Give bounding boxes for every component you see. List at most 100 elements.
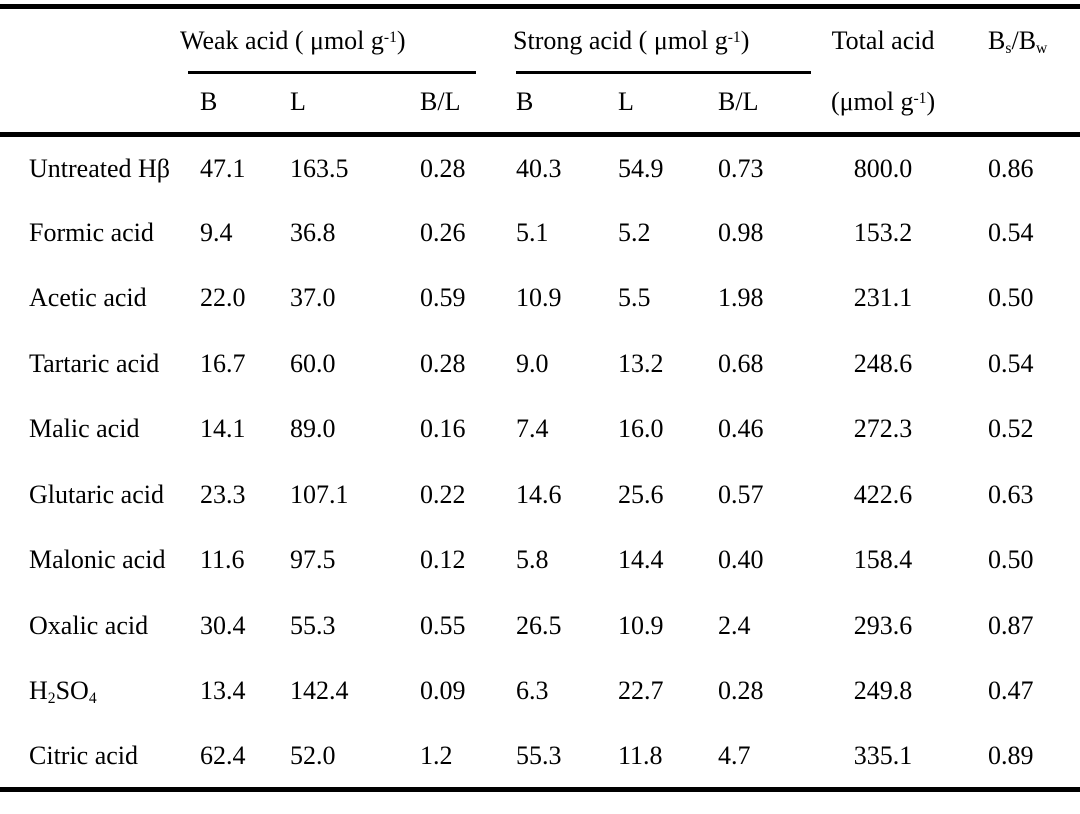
sub-header-row: B L B/L B L B/L (μmol g-1) [0, 72, 1080, 137]
cell-weak-bl: 0.22 [420, 479, 466, 509]
cell-weak-b: 16.7 [200, 348, 246, 378]
cell-weak-l: 97.5 [290, 545, 336, 575]
cell-strong-bl: 2.4 [718, 610, 751, 640]
group-header-row: Weak acid ( μmol g-1) Strong acid ( μmol… [0, 7, 1080, 73]
col-header-bs-bw-ratio: Bs/Bw [960, 7, 1080, 73]
subheader-strong-l: L [618, 72, 719, 137]
cell-total-acid: 248.6 [853, 348, 913, 378]
label-text: H [29, 676, 48, 706]
cell-strong-bl: 0.68 [718, 348, 764, 378]
cell-bs-bw: 0.86 [988, 153, 1034, 183]
cell-bs-bw: 0.87 [988, 610, 1034, 640]
cell-strong-l: 5.2 [618, 217, 651, 247]
cell-weak-bl: 0.28 [420, 153, 466, 183]
table-row-oxalic: Oxalic acid 30.4 55.3 0.55 26.5 10.9 2.4… [0, 593, 1080, 659]
cell-weak-bl: 1.2 [420, 740, 453, 770]
row-label-h2so4: H2SO4 [0, 659, 200, 725]
row-label: Citric acid [29, 740, 139, 770]
cell-strong-l: 14.4 [618, 545, 664, 575]
ratio-slash-b-text: /B [1011, 25, 1037, 55]
cell-weak-b: 30.4 [200, 610, 246, 640]
cell-strong-l: 10.9 [618, 610, 664, 640]
cell-weak-l: 89.0 [290, 414, 336, 444]
ratio-s-subscript: s [1005, 39, 1012, 57]
cell-weak-b: 22.0 [200, 283, 246, 313]
cell-bs-bw: 0.54 [988, 217, 1034, 247]
subheader-weak-l: L [290, 72, 420, 137]
strong-acid-label-close: ) [740, 25, 750, 55]
row-label: Formic acid [29, 217, 154, 247]
table-row-tartaric: Tartaric acid 16.7 60.0 0.28 9.0 13.2 0.… [0, 331, 1080, 397]
subheader-strong-bl: B/L [718, 72, 807, 137]
cell-strong-b: 6.3 [516, 676, 549, 706]
cell-bs-bw: 0.50 [988, 283, 1034, 313]
cell-strong-b: 5.8 [516, 545, 549, 575]
weak-acid-superscript: -1 [383, 28, 397, 46]
cell-bs-bw: 0.50 [988, 545, 1034, 575]
label-text: SO [55, 676, 89, 706]
empty-ratio-subheader-cell [960, 72, 1080, 137]
cell-strong-b: 14.6 [516, 479, 562, 509]
empty-subheader-cell [0, 72, 200, 137]
cell-weak-b: 11.6 [200, 545, 245, 575]
cell-bs-bw: 0.89 [988, 740, 1034, 770]
cell-strong-bl: 0.98 [718, 217, 764, 247]
cell-weak-b: 14.1 [200, 414, 246, 444]
cell-strong-b: 55.3 [516, 740, 562, 770]
cell-total-acid: 153.2 [853, 217, 913, 247]
cell-weak-bl: 0.16 [420, 414, 466, 444]
cell-strong-l: 22.7 [618, 676, 664, 706]
cell-weak-l: 60.0 [290, 348, 336, 378]
cell-strong-bl: 1.98 [718, 283, 764, 313]
col-header-weak-acid: Weak acid ( μmol g-1) [180, 7, 516, 73]
row-label: Acetic acid [29, 283, 147, 313]
cell-total-acid: 335.1 [853, 740, 913, 770]
cell-total-acid: 800.0 [853, 153, 913, 183]
cell-strong-l: 13.2 [618, 348, 664, 378]
cell-total-acid: 158.4 [853, 545, 913, 575]
ratio-b-text: B [988, 25, 1006, 55]
cell-weak-bl: 0.12 [420, 545, 466, 575]
strong-acid-superscript: -1 [727, 28, 741, 46]
cell-strong-l: 11.8 [618, 740, 663, 770]
cell-strong-l: 16.0 [618, 414, 664, 444]
total-unit-close: ) [926, 87, 936, 117]
cell-strong-bl: 0.28 [718, 676, 764, 706]
empty-corner-cell [0, 7, 200, 73]
cell-strong-bl: 4.7 [718, 740, 751, 770]
table-row-malic: Malic acid 14.1 89.0 0.16 7.4 16.0 0.46 … [0, 397, 1080, 463]
total-unit-text: (μmol g [830, 87, 914, 117]
subheader-strong-b: B [516, 72, 619, 137]
cell-weak-bl: 0.55 [420, 610, 466, 640]
cell-weak-l: 142.4 [290, 676, 349, 706]
cell-total-acid: 272.3 [853, 414, 913, 444]
table-row-acetic: Acetic acid 22.0 37.0 0.59 10.9 5.5 1.98… [0, 266, 1080, 332]
cell-weak-b: 13.4 [200, 676, 246, 706]
subheader-weak-bl: B/L [420, 72, 517, 137]
row-label: Oxalic acid [29, 610, 149, 640]
cell-bs-bw: 0.63 [988, 479, 1034, 509]
cell-strong-l: 5.5 [618, 283, 651, 313]
cell-weak-l: 55.3 [290, 610, 336, 640]
cell-weak-l: 163.5 [290, 153, 349, 183]
weak-acid-label: Weak acid ( μmol g [180, 25, 384, 55]
cell-bs-bw: 0.52 [988, 414, 1034, 444]
row-label: Malonic acid [29, 545, 166, 575]
cell-weak-b: 47.1 [200, 153, 246, 183]
cell-weak-l: 107.1 [290, 479, 349, 509]
row-label: Malic acid [29, 414, 140, 444]
table-header: Weak acid ( μmol g-1) Strong acid ( μmol… [0, 7, 1080, 137]
cell-bs-bw: 0.47 [988, 676, 1034, 706]
cell-total-acid: 293.6 [853, 610, 913, 640]
cell-strong-l: 54.9 [618, 153, 664, 183]
row-label: Untreated Hβ [29, 153, 171, 183]
cell-weak-l: 36.8 [290, 217, 336, 247]
table-row-formic: Formic acid 9.4 36.8 0.26 5.1 5.2 0.98 1… [0, 200, 1080, 266]
cell-strong-bl: 0.73 [718, 153, 764, 183]
total-unit-superscript: -1 [913, 90, 927, 108]
table-row-citric: Citric acid 62.4 52.0 1.2 55.3 11.8 4.7 … [0, 724, 1080, 790]
ratio-w-subscript: w [1036, 39, 1048, 57]
label-subscript: 2 [47, 690, 56, 708]
cell-strong-bl: 0.40 [718, 545, 764, 575]
